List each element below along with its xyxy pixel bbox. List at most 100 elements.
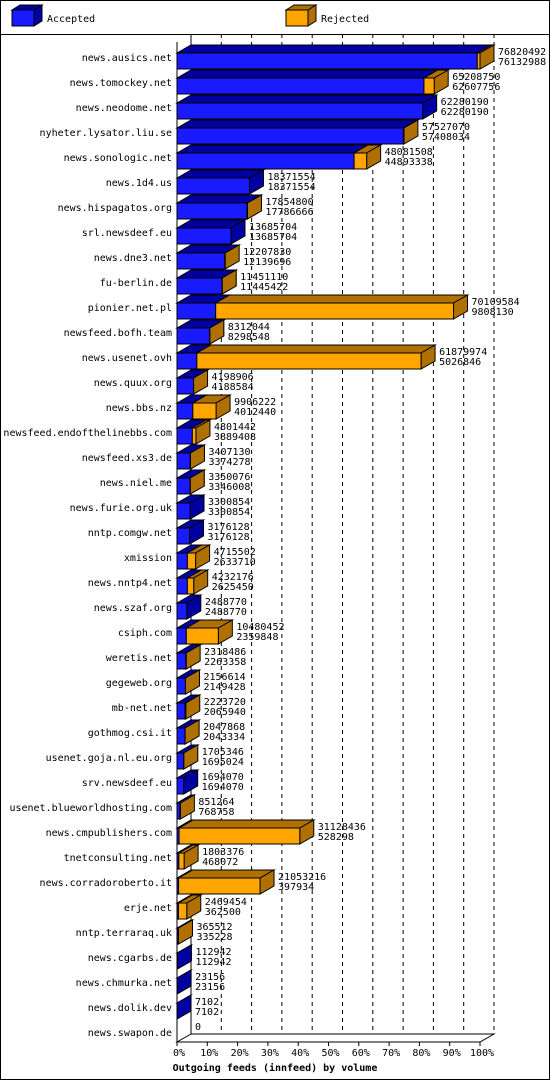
value-label: 17786666 <box>265 207 313 218</box>
accepted-bar <box>176 277 223 295</box>
value-label: 3407130 <box>208 447 250 458</box>
value-label: 2149428 <box>204 682 246 693</box>
value-label: 18371554 <box>267 172 315 183</box>
accepted-bar <box>176 127 404 145</box>
rejected-bar-top <box>177 819 316 829</box>
category-label: news.cgarbs.de <box>88 953 172 964</box>
accepted-bar <box>176 202 248 220</box>
accepted-bar <box>176 102 424 120</box>
category-label: fu-berlin.de <box>100 278 172 289</box>
accepted-bar <box>176 427 193 445</box>
value-label: 2633710 <box>214 557 256 568</box>
accepted-bar <box>176 52 478 70</box>
value-label: 2156614 <box>204 672 246 683</box>
rejected-bar <box>184 702 187 720</box>
rejected-bar <box>176 894 203 920</box>
accepted-bar <box>176 777 185 795</box>
value-label: 9906222 <box>234 397 276 408</box>
value-label: 2469454 <box>205 897 247 908</box>
value-label: 4198906 <box>212 372 254 383</box>
accepted-bar <box>175 69 440 95</box>
value-label: 76132988 <box>498 57 546 68</box>
category-label: nyheter.lysator.liu.se <box>40 128 172 139</box>
rejected-bar <box>176 869 276 895</box>
value-label: 1705346 <box>202 747 244 758</box>
value-label: 2065940 <box>204 707 246 718</box>
category-label: csiph.com <box>118 628 172 639</box>
value-label: 2625450 <box>212 582 254 593</box>
category-label: news.niel.me <box>100 478 172 489</box>
rejected-bar-top <box>194 344 437 354</box>
value-label: 65208750 <box>452 72 500 83</box>
rejected-bar <box>190 419 212 445</box>
value-label: 9808130 <box>472 307 514 318</box>
x-tick-label: 0% <box>173 1048 185 1059</box>
value-label: 18371554 <box>267 182 315 193</box>
rejected-bar <box>184 619 235 645</box>
category-label: newsfeed.bofh.team <box>64 328 172 339</box>
rejected-bar <box>194 344 437 370</box>
rejected-bar <box>188 469 207 495</box>
value-label: 23156 <box>195 972 225 983</box>
legend-swatch-depth <box>33 4 43 27</box>
value-label: 851264 <box>198 797 234 808</box>
category-label: nntp.comgw.net <box>88 528 172 539</box>
value-label: 62280190 <box>441 107 489 118</box>
value-label: 48081508 <box>385 147 433 158</box>
accepted-bar <box>175 119 420 145</box>
rejected-bar <box>192 402 217 420</box>
rejected-bar <box>196 352 422 370</box>
accepted-bar-top <box>175 94 439 104</box>
accepted-bar <box>175 594 203 620</box>
accepted-bar-top <box>175 44 494 54</box>
rejected-bar <box>423 77 435 95</box>
value-label: 76820492 <box>498 47 546 58</box>
value-label: 62280190 <box>441 97 489 108</box>
category-label: erje.net <box>124 903 172 914</box>
value-label: 2043334 <box>203 732 245 743</box>
accepted-bar <box>176 627 187 645</box>
value-label: 11451110 <box>240 272 288 283</box>
rejected-bar <box>178 827 301 845</box>
category-label: news.swapon.de <box>88 1028 172 1039</box>
accepted-bar <box>175 144 370 170</box>
value-label: 3300854 <box>208 507 250 518</box>
accepted-bar <box>176 652 187 670</box>
category-label: news.bbs.nz <box>106 403 172 414</box>
rejected-bar <box>215 302 455 320</box>
rejected-bar <box>183 669 202 695</box>
value-label: 4232176 <box>212 572 254 583</box>
accepted-bar <box>176 377 195 395</box>
accepted-bar <box>175 769 200 795</box>
category-label: usenet.goja.nl.eu.org <box>46 753 172 764</box>
category-label: news.szaf.org <box>94 603 172 614</box>
accepted-bar <box>176 752 185 770</box>
rejected-bar <box>352 144 383 170</box>
legend-swatch <box>11 9 35 27</box>
accepted-bar <box>176 352 198 370</box>
value-label: 365512 <box>196 922 232 933</box>
category-label: news.dolik.dev <box>88 1003 172 1014</box>
category-label: newsfeed.xs3.de <box>82 453 172 464</box>
value-label: 62607756 <box>452 82 500 93</box>
category-label: srv.newsdeef.eu <box>82 778 172 789</box>
accepted-bar <box>176 227 232 245</box>
value-label: 5026846 <box>439 357 481 368</box>
value-label: 61879974 <box>439 347 487 358</box>
value-label: 2488770 <box>205 607 247 618</box>
legend-swatch-depth <box>307 4 317 27</box>
value-label: 112942 <box>195 957 231 968</box>
accepted-bar <box>176 527 191 545</box>
value-label: 13685704 <box>249 232 297 243</box>
category-label: gegeweb.org <box>106 678 172 689</box>
value-label: 31128436 <box>318 822 366 833</box>
legend-label: Rejected <box>321 14 369 25</box>
value-label: 397934 <box>278 882 314 893</box>
category-label: news.ausics.net <box>82 53 172 64</box>
value-label: 11445422 <box>240 282 288 293</box>
value-label: 57527070 <box>422 122 470 133</box>
value-label: 2223720 <box>204 697 246 708</box>
accepted-bar <box>176 477 191 495</box>
rejected-bar <box>176 919 195 945</box>
value-label: 3300854 <box>208 497 250 508</box>
